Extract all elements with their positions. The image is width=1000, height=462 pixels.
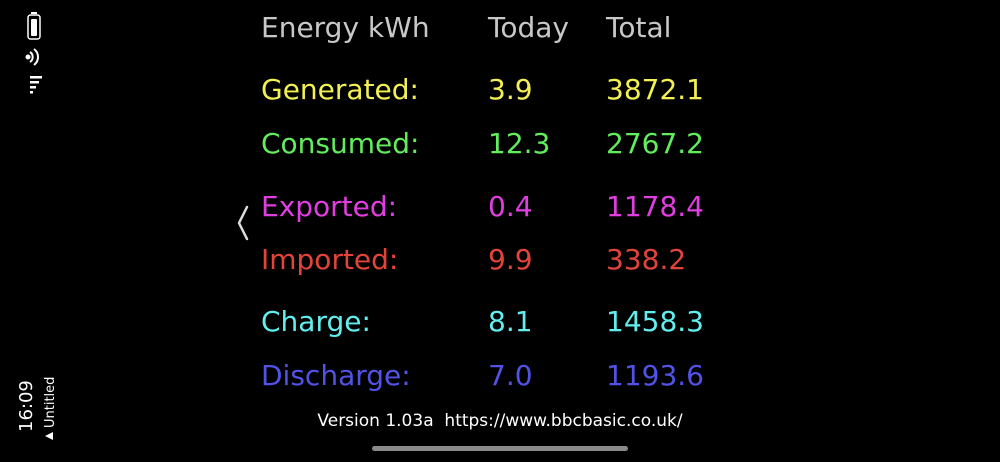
header-label: Energy kWh xyxy=(261,11,430,44)
home-indicator[interactable] xyxy=(372,446,628,451)
signal-icon xyxy=(30,76,42,94)
footer-version: Version 1.03a https://www.bbcbasic.co.uk… xyxy=(317,411,683,431)
row-label: Charge: xyxy=(261,305,371,338)
battery-tip xyxy=(31,12,37,14)
row-today: 3.9 xyxy=(488,73,533,106)
header-today: Today xyxy=(488,11,569,44)
row-total: 1193.6 xyxy=(606,359,704,392)
row-total: 1178.4 xyxy=(606,190,704,223)
battery-icon xyxy=(27,14,41,40)
row-total: 338.2 xyxy=(606,243,687,276)
row-label: Imported: xyxy=(261,243,399,276)
row-today: 12.3 xyxy=(488,127,551,160)
battery-level xyxy=(31,19,37,36)
row-today: 9.9 xyxy=(488,243,533,276)
row-today: 7.0 xyxy=(488,359,533,392)
dropdown-arrow xyxy=(45,432,53,440)
row-total: 3872.1 xyxy=(606,73,704,106)
wifi-icon xyxy=(25,48,39,66)
back-chevron[interactable] xyxy=(234,204,254,244)
row-label: Exported: xyxy=(261,190,398,223)
row-label: Discharge: xyxy=(261,359,411,392)
row-label: Consumed: xyxy=(261,127,420,160)
row-today: 0.4 xyxy=(488,190,533,223)
status-bar xyxy=(25,12,53,440)
row-total: 2767.2 xyxy=(606,127,704,160)
row-total: 1458.3 xyxy=(606,305,704,338)
row-today: 8.1 xyxy=(488,305,533,338)
header-total: Total xyxy=(606,11,672,44)
row-label: Generated: xyxy=(261,73,419,106)
